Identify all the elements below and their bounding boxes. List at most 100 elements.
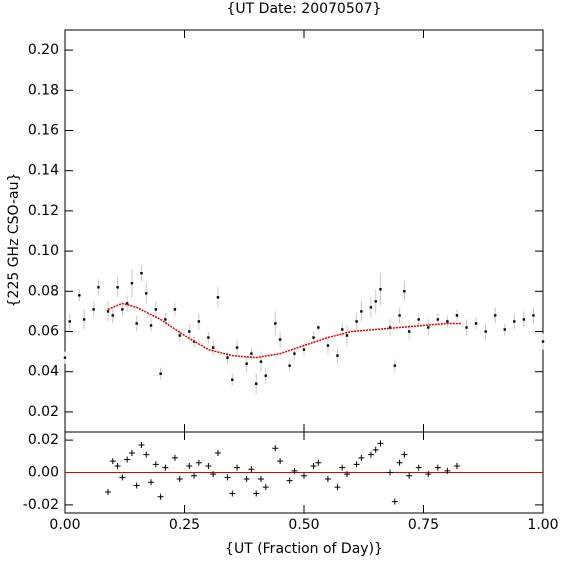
residual-point [210,471,217,478]
residual-point [401,451,408,458]
data-point [135,322,138,325]
data-point [63,356,67,359]
data-point [341,328,344,331]
residual-point [171,454,178,461]
residual-point [229,490,236,497]
residual-point [453,463,460,470]
x-axis-label: {UT (Fraction of Day)} [225,541,383,557]
residual-point [406,472,413,479]
data-point [355,320,358,323]
x-tick-label: 0.25 [169,517,200,533]
residual-point [367,451,374,458]
residual-point [324,475,331,482]
data-point [226,356,229,359]
data-point [312,336,315,339]
residual-point [315,459,322,466]
chart-title: {UT Date: 20070507} [227,1,382,17]
y-tick-label: 0.20 [28,42,59,58]
data-point [474,322,478,325]
data-point [436,318,440,321]
data-point [522,318,526,321]
x-tick-label: 1.00 [527,517,558,533]
residual-point [415,464,422,471]
residual-point [301,472,307,479]
residual-point [195,459,202,466]
residual-point [176,475,183,482]
residual-point [138,441,145,448]
data-point [97,286,100,289]
residual-point [286,477,293,484]
residual-point [224,474,231,481]
data-point [369,306,373,309]
data-point [130,282,134,285]
residual-point [339,464,346,471]
plot-frame [64,29,544,433]
data-point [173,308,177,311]
fit-line [107,302,462,359]
data-point [264,374,267,377]
data-point [484,330,487,333]
residual-point [253,490,260,497]
residual-point [334,484,341,491]
residual-point [214,450,221,457]
data-point [106,310,110,313]
data-point [288,364,291,367]
residual-point [205,463,212,470]
data-point [211,346,215,349]
data-point [149,324,153,327]
y-tick-label: 0.02 [28,432,59,448]
residual-point [186,463,193,470]
data-point [140,272,143,275]
data-point [197,320,201,323]
data-point [388,326,392,329]
data-point [164,318,167,321]
data-point [345,334,349,337]
residual-point [114,463,121,470]
residual-point [262,484,269,491]
residual-point [148,479,155,486]
data-point [121,308,124,311]
data-point [494,314,497,317]
data-point [92,308,95,311]
data-point [393,364,397,367]
residual-point [377,440,384,447]
data-point [541,340,545,343]
data-point [446,320,449,323]
x-tick-label: 0.75 [408,517,439,533]
residual-point [425,471,432,478]
data-point [379,288,382,291]
data-point [336,354,339,357]
data-point [513,320,516,323]
data-point [178,334,181,337]
data-point [317,326,320,329]
y-tick-label: 0.14 [28,163,59,179]
data-point [78,294,81,297]
data-point [207,336,210,339]
residual-point [109,458,116,465]
residual-point [152,461,159,468]
residual-point [291,467,298,474]
residual-point [434,464,441,471]
residual-point [444,467,451,474]
data-point [125,302,129,305]
data-point [427,326,430,329]
data-point [417,318,420,321]
data-point [250,352,253,355]
residual-point [372,446,379,453]
y-tick-label: 0.08 [28,283,59,299]
data-point [503,328,506,331]
y-axis-label: {225 GHz CSO-au} [6,173,22,308]
residual-point [310,463,317,470]
y-tick-label: -0.02 [23,497,59,513]
data-point [455,314,459,317]
y-tick-label: 0.02 [28,404,59,420]
data-point [274,322,277,325]
residual-point [105,488,112,495]
y-tick-label: 0.00 [28,465,59,481]
residual-point [272,445,279,452]
residual-point [396,459,403,466]
residual-point [243,475,250,482]
data-point [293,352,296,355]
data-point [245,362,248,365]
data-point [360,310,363,313]
